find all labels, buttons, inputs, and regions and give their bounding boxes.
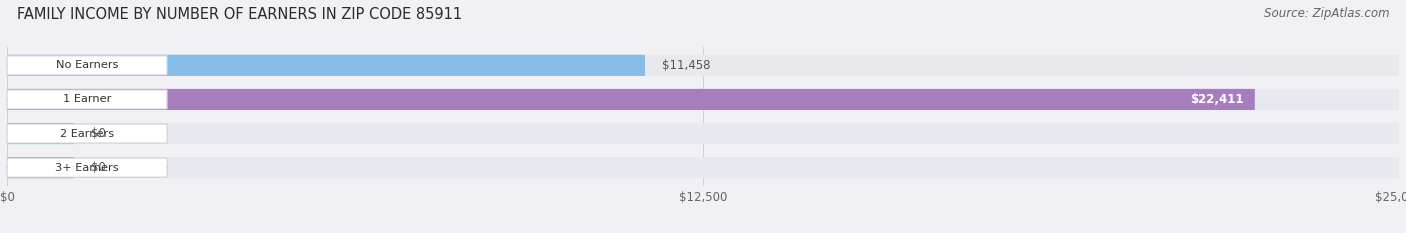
FancyBboxPatch shape xyxy=(7,89,1399,110)
Text: No Earners: No Earners xyxy=(56,60,118,70)
Text: $0: $0 xyxy=(90,127,105,140)
FancyBboxPatch shape xyxy=(7,124,167,143)
FancyBboxPatch shape xyxy=(7,56,167,75)
FancyBboxPatch shape xyxy=(7,158,167,177)
FancyBboxPatch shape xyxy=(7,89,1254,110)
Text: $22,411: $22,411 xyxy=(1191,93,1244,106)
FancyBboxPatch shape xyxy=(7,90,167,109)
Text: $0: $0 xyxy=(90,161,105,174)
Text: $11,458: $11,458 xyxy=(662,59,710,72)
FancyBboxPatch shape xyxy=(7,157,75,178)
FancyBboxPatch shape xyxy=(7,123,1399,144)
Text: Source: ZipAtlas.com: Source: ZipAtlas.com xyxy=(1264,7,1389,20)
Text: 1 Earner: 1 Earner xyxy=(63,94,111,104)
FancyBboxPatch shape xyxy=(7,55,1399,76)
FancyBboxPatch shape xyxy=(7,157,1399,178)
FancyBboxPatch shape xyxy=(7,123,75,144)
Text: 2 Earners: 2 Earners xyxy=(60,129,114,139)
Text: 3+ Earners: 3+ Earners xyxy=(55,163,120,173)
FancyBboxPatch shape xyxy=(7,55,645,76)
Text: FAMILY INCOME BY NUMBER OF EARNERS IN ZIP CODE 85911: FAMILY INCOME BY NUMBER OF EARNERS IN ZI… xyxy=(17,7,463,22)
